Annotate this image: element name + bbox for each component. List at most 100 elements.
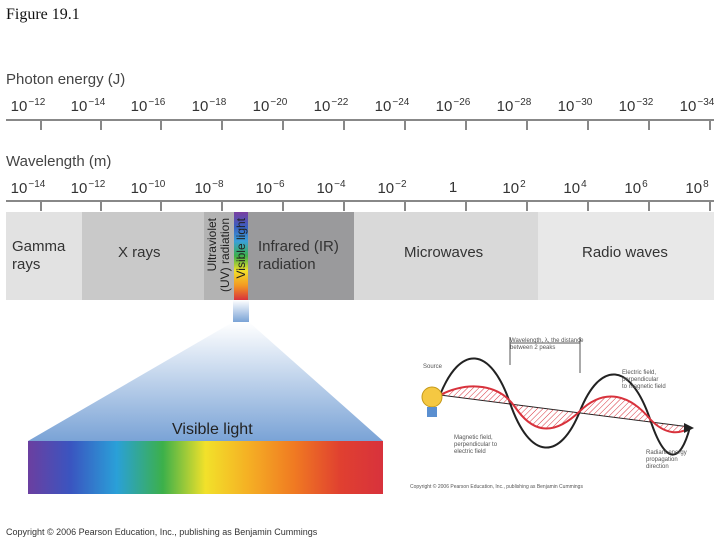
wavelength-tick-mark [709, 201, 711, 211]
wavelength-tick-label: 10−14 [11, 179, 46, 197]
photon-energy-tick-mark [648, 120, 650, 130]
photon-energy-tick-exponent: −34 [697, 97, 715, 108]
photon-energy-tick-mark [40, 120, 42, 130]
radio-label: Radio waves [582, 244, 668, 261]
photon-energy-tick-base: 10 [10, 98, 28, 115]
photon-energy-tick-exponent: −28 [514, 97, 532, 108]
radiant-note-3: direction [646, 464, 669, 470]
wavelength-tick-exponent: 2 [520, 179, 526, 190]
wavelength-tick-mark [343, 201, 345, 211]
wavelength-tick-label: 106 [624, 179, 647, 197]
photon-energy-tick-label: 10−34 [680, 97, 715, 115]
em-wave-diagram [421, 337, 694, 456]
photon-energy-tick-mark [709, 120, 711, 130]
wavelength-axis-line [6, 200, 714, 202]
photon-energy-tick-base: 10 [70, 98, 88, 115]
photon-energy-tick-base: 10 [618, 98, 636, 115]
figure-title: Figure 19.1 [6, 6, 80, 23]
photon-energy-tick-base: 10 [191, 98, 209, 115]
wavelength-tick-label: 10−10 [131, 179, 166, 197]
photon-energy-tick-labels: 10−12 10−14 10−16 10−18 10−20 10−22 10−24 10−26… [0, 97, 720, 117]
visible-band: Visible light [234, 212, 248, 300]
wavelength-tick-exponent: −8 [212, 179, 224, 190]
wavelength-note-1: Wavelength, λ, the distance [510, 338, 584, 344]
wavelength-tick-label: 10−12 [71, 179, 106, 197]
photon-energy-tick-exponent: −18 [209, 97, 227, 108]
photon-energy-tick-base: 10 [496, 98, 514, 115]
wavelength-tick-base: 10 [563, 180, 581, 197]
wavelength-tick-mark [404, 201, 406, 211]
wavelength-tick-mark [465, 201, 467, 211]
photon-energy-tick-label: 10−14 [71, 97, 106, 115]
wavelength-tick-exponent: −12 [88, 179, 106, 190]
photon-energy-tick-exponent: −30 [575, 97, 593, 108]
photon-energy-tick-base: 10 [252, 98, 270, 115]
wavelength-tick-exponent: −4 [334, 179, 346, 190]
wavelength-tick-mark [100, 201, 102, 211]
wavelength-tick-mark [40, 201, 42, 211]
photon-energy-tick-exponent: −24 [392, 97, 410, 108]
magnetic-note-1: Magnetic field, [454, 435, 493, 441]
wavelength-tick-label: 104 [563, 179, 586, 197]
photon-energy-tick-mark [343, 120, 345, 130]
wavelength-title: Wavelength (m) [6, 153, 112, 170]
wavelength-tick-label: 108 [685, 179, 708, 197]
wavelength-tick-base: 10 [10, 180, 28, 197]
photon-energy-tick-label: 10−24 [375, 97, 410, 115]
infrared-label-2: radiation [258, 256, 316, 273]
photon-energy-title: Photon energy (J) [6, 71, 126, 88]
bulb-base-icon [427, 407, 437, 417]
wavelength-tick-label: 10−2 [377, 179, 406, 197]
wavelength-tick-label: 10−4 [316, 179, 345, 197]
photon-energy-tick-mark [465, 120, 467, 130]
photon-energy-tick-base: 10 [130, 98, 148, 115]
photon-energy-tick-label: 10−30 [558, 97, 593, 115]
photon-energy-tick-label: 10−18 [192, 97, 227, 115]
photon-energy-tick-exponent: −14 [88, 97, 106, 108]
wavelength-tick-mark [587, 201, 589, 211]
uv-band: Ultraviolet (UV) radiation [204, 212, 234, 300]
photon-energy-tick-mark [221, 120, 223, 130]
photon-energy-tick-base: 10 [679, 98, 697, 115]
photon-energy-tick-label: 10−28 [497, 97, 532, 115]
photon-energy-tick-mark [100, 120, 102, 130]
uv-label-1: Ultraviolet [205, 218, 219, 272]
visible-light-cone [28, 322, 383, 441]
microwave-label: Microwaves [404, 244, 484, 261]
photon-energy-tick-label: 10−26 [436, 97, 471, 115]
photon-energy-tick-mark [160, 120, 162, 130]
photon-energy-tick-base: 10 [435, 98, 453, 115]
radio-band: Radio waves [538, 212, 714, 300]
wavelength-tick-base: 10 [377, 180, 395, 197]
wavelength-tick-base: 10 [502, 180, 520, 197]
gamma-label-2: rays [12, 256, 41, 273]
photon-energy-tick-exponent: −20 [270, 97, 288, 108]
small-copyright: Copyright © 2006 Pearson Education, Inc.… [410, 484, 583, 490]
wavelength-tick-label: 102 [502, 179, 525, 197]
wavelength-tick-base: 10 [194, 180, 212, 197]
source-note: Source [423, 364, 443, 370]
wavelength-tick-mark [526, 201, 528, 211]
uv-label-2: (UV) radiation [218, 218, 232, 293]
wavelength-tick-label: 10−6 [255, 179, 284, 197]
visible-vertical-label: Visible light [234, 218, 248, 279]
propagation-arrowhead [684, 423, 694, 433]
electric-note-2: perpendicular [622, 377, 659, 383]
wavelength-tick-base: 10 [70, 180, 88, 197]
wavelength-tick-base: 10 [316, 180, 334, 197]
wavelength-tick-mark [221, 201, 223, 211]
visible-light-label: Visible light [172, 421, 253, 438]
wavelength-tick-exponent: −6 [273, 179, 285, 190]
photon-energy-tick-label: 10−16 [131, 97, 166, 115]
wavelength-tick-exponent: −14 [28, 179, 46, 190]
light-bulb-icon [421, 386, 443, 408]
wavelength-tick-base: 10 [255, 180, 273, 197]
microwave-band: Microwaves [354, 212, 538, 300]
electric-note-3: to magnetic field [622, 384, 666, 390]
photon-energy-tick-mark [404, 120, 406, 130]
wavelength-tick-labels: 10−14 10−12 10−10 10−8 10−6 10−4 10−2 1 102 104 10… [0, 179, 720, 199]
wavelength-tick-label: 1 [449, 179, 457, 196]
wavelength-tick-exponent: −2 [395, 179, 407, 190]
photon-energy-tick-label: 10−32 [619, 97, 654, 115]
radiant-note-2: propagation [646, 457, 678, 463]
